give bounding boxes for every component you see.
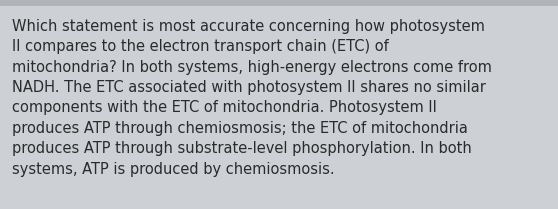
Bar <box>0 0 558 6</box>
Text: Which statement is most accurate concerning how photosystem
II compares to the e: Which statement is most accurate concern… <box>12 19 492 177</box>
